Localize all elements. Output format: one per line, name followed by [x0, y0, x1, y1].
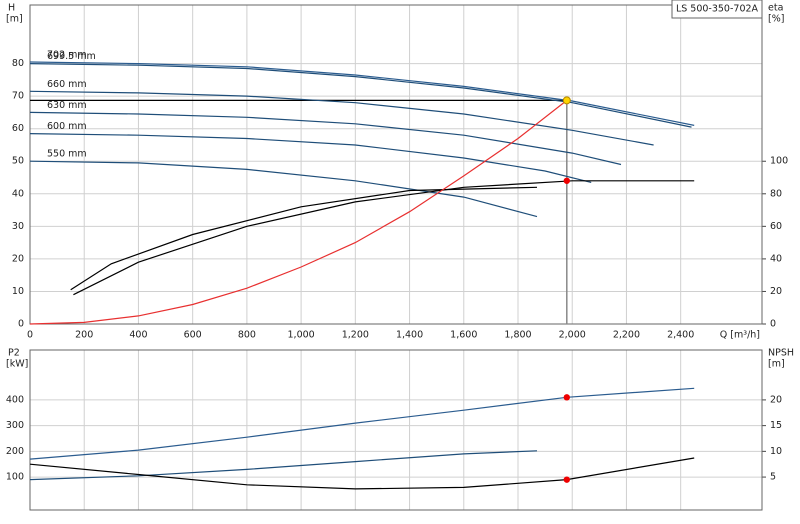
y-tick-label: 30: [12, 221, 24, 232]
y-tick-label: 10: [12, 286, 24, 297]
y-axis-unit: [m]: [6, 14, 23, 25]
curve-label: 699.5 mm: [47, 51, 96, 62]
y-tick-label: 300: [6, 420, 24, 431]
plot-frame: [29, 349, 763, 511]
curve-label: 600 mm: [47, 121, 87, 132]
y-tick-label: 20: [12, 253, 24, 264]
y2-tick-label: 20: [770, 394, 782, 405]
series-line: [73, 180, 695, 296]
y-tick-label: 100: [6, 472, 24, 483]
x-tick-label: 400: [129, 330, 147, 341]
x-tick-label: 1,800: [504, 330, 531, 341]
y2-tick-label: 0: [770, 319, 776, 330]
y-tick-label: 60: [12, 123, 24, 134]
x-tick-label: 0: [27, 330, 33, 341]
x-tick-label: 2,200: [613, 330, 640, 341]
y-tick-label: 400: [6, 394, 24, 405]
curve-label: 660 mm: [47, 79, 87, 90]
chart-title: LS 500-350-702A: [676, 4, 759, 15]
duty-point-secondary: [563, 476, 570, 483]
y2-tick-label: 40: [770, 253, 782, 264]
y-axis-label: P2: [8, 348, 20, 359]
series-line: [29, 160, 538, 218]
curve-label: 630 mm: [47, 100, 87, 111]
y2-tick-label: 80: [770, 188, 782, 199]
series-line: [70, 186, 538, 291]
series-line: [29, 61, 695, 126]
x-tick-label: 1,000: [288, 330, 315, 341]
curve-label: 702 mm: [47, 49, 87, 60]
duty-point: [562, 96, 571, 105]
series-line: [29, 63, 692, 128]
y-tick-label: 50: [12, 156, 24, 167]
x-tick-label: 1,600: [450, 330, 477, 341]
y-axis-label: H: [8, 3, 15, 14]
duty-point: [563, 394, 570, 401]
x-tick-label: 1,200: [342, 330, 369, 341]
title-box: [671, 0, 763, 19]
x-tick-label: 800: [238, 330, 256, 341]
y2-axis-label: NPSH: [768, 348, 794, 359]
series-line: [29, 111, 622, 166]
duty-point-secondary: [563, 177, 570, 184]
y-tick-label: 40: [12, 188, 24, 199]
y-tick-label: 200: [6, 446, 24, 457]
y2-tick-label: 100: [770, 156, 788, 167]
y2-axis-label: eta: [768, 3, 783, 14]
y2-tick-label: 10: [770, 446, 782, 457]
series-line: [29, 99, 568, 325]
y2-tick-label: 20: [770, 286, 782, 297]
series-line: [29, 133, 592, 183]
y2-tick-label: 5: [770, 472, 776, 483]
series-line: [29, 90, 654, 146]
x-tick-label: 1,400: [396, 330, 423, 341]
curve-label: 550 mm: [47, 149, 87, 160]
y2-tick-label: 60: [770, 221, 782, 232]
x-tick-label: 2,400: [667, 330, 694, 341]
y-axis-unit: [kW]: [6, 359, 28, 370]
y-tick-label: 70: [12, 91, 24, 102]
x-tick-label: 200: [75, 330, 93, 341]
x-tick-label: 600: [184, 330, 202, 341]
y-tick-label: 80: [12, 58, 24, 69]
plot-frame: [29, 4, 763, 325]
y2-tick-label: 15: [770, 420, 782, 431]
y-tick-label: 0: [18, 319, 24, 330]
x-axis-label: Q [m³/h]: [720, 330, 760, 341]
x-tick-label: 2,000: [559, 330, 586, 341]
y2-axis-unit: [m]: [768, 359, 785, 370]
y2-axis-unit: [%]: [768, 14, 784, 25]
series-line: [29, 450, 538, 481]
